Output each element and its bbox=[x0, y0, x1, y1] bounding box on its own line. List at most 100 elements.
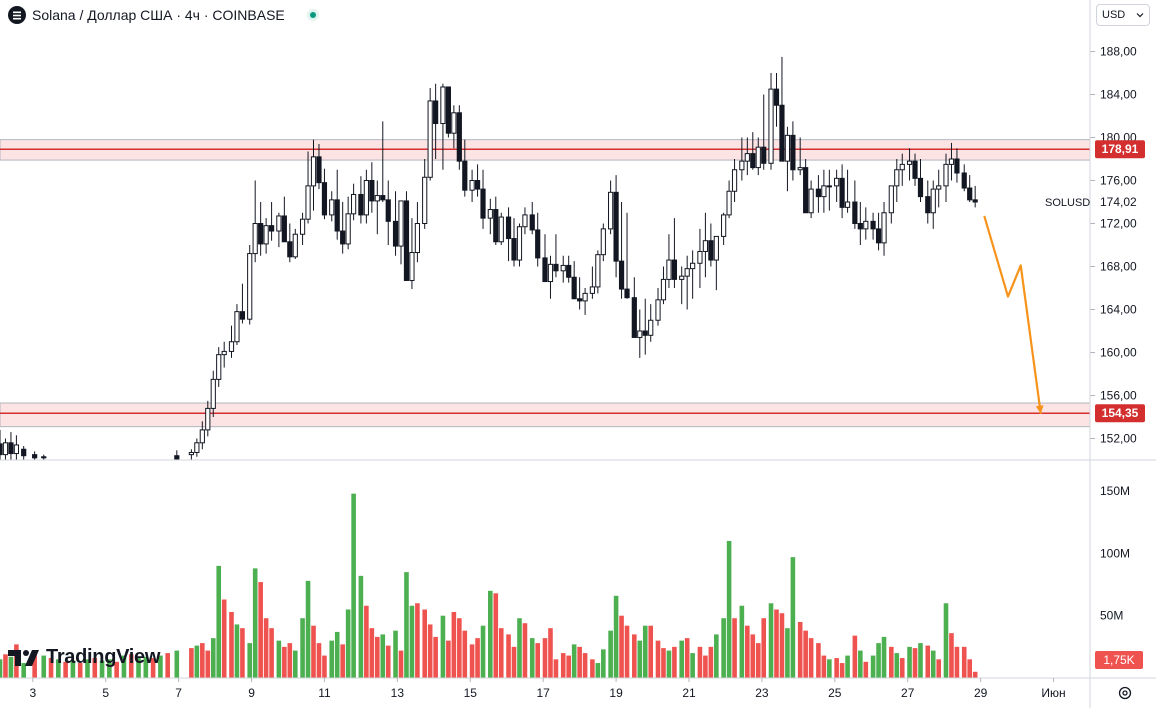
candle bbox=[299, 212, 306, 245]
candle-body bbox=[0, 443, 3, 456]
volume-tick-label: 150M bbox=[1100, 484, 1130, 498]
candle-body bbox=[258, 223, 264, 245]
candle bbox=[803, 159, 809, 214]
candle-body bbox=[863, 220, 869, 230]
candle bbox=[228, 325, 235, 358]
solana-logo-icon[interactable] bbox=[8, 6, 26, 24]
volume-bar bbox=[721, 618, 726, 678]
volume-bar bbox=[150, 658, 156, 678]
gear-icon[interactable] bbox=[1116, 684, 1134, 702]
candle-body bbox=[600, 228, 606, 256]
currency-selector[interactable]: USD bbox=[1096, 4, 1150, 26]
candle bbox=[276, 212, 282, 248]
volume-bar bbox=[535, 643, 541, 678]
candle bbox=[414, 202, 421, 263]
candle-body bbox=[234, 311, 240, 343]
volume-bar bbox=[761, 618, 767, 678]
time-tick-label: 29 bbox=[974, 686, 988, 700]
volume-bar bbox=[907, 646, 912, 678]
candle-body bbox=[21, 448, 27, 457]
volume-bar bbox=[852, 635, 858, 678]
volume-bar bbox=[311, 625, 316, 678]
volume-bar bbox=[451, 611, 457, 678]
candle-body bbox=[174, 455, 180, 460]
candle bbox=[613, 175, 619, 278]
volume-bar bbox=[972, 671, 978, 678]
volume-bar bbox=[200, 643, 205, 678]
volume-bar bbox=[577, 646, 582, 678]
candle bbox=[925, 180, 931, 224]
candle-body bbox=[839, 177, 845, 208]
candle-body bbox=[826, 185, 832, 188]
candle-body bbox=[566, 264, 572, 278]
candle bbox=[351, 183, 357, 221]
candle-body bbox=[954, 158, 960, 174]
candle-body bbox=[41, 456, 47, 459]
candle bbox=[708, 223, 714, 267]
candle bbox=[498, 212, 504, 245]
candle bbox=[666, 234, 672, 288]
symbol-title[interactable]: Solana / Доллар США · 4ч · COINBASE bbox=[32, 7, 285, 23]
candle bbox=[679, 266, 685, 305]
candle bbox=[750, 132, 756, 170]
candle-body bbox=[821, 185, 827, 198]
candle-body bbox=[784, 134, 791, 162]
volume-bar bbox=[708, 646, 714, 678]
chart-header: Solana / Доллар США · 4ч · COINBASE bbox=[0, 0, 319, 30]
volume-bar bbox=[194, 645, 200, 678]
volume-bar bbox=[409, 605, 415, 678]
candle bbox=[310, 139, 317, 211]
volume-bar bbox=[305, 580, 311, 678]
volume-bar bbox=[422, 609, 427, 678]
candle-body bbox=[474, 180, 481, 190]
candle bbox=[744, 137, 750, 176]
candle bbox=[221, 341, 227, 368]
volume-bar bbox=[703, 655, 708, 678]
volume-bar bbox=[619, 615, 624, 678]
volume-bar bbox=[99, 660, 105, 678]
candle bbox=[642, 298, 648, 355]
candle bbox=[292, 228, 298, 259]
candle bbox=[13, 435, 20, 460]
candle-body bbox=[205, 407, 211, 431]
candle bbox=[790, 121, 796, 181]
price-tick-label: 160,00 bbox=[1100, 346, 1137, 360]
candle bbox=[930, 180, 936, 229]
volume-bars bbox=[0, 493, 978, 678]
candle bbox=[174, 450, 180, 460]
volume-bar bbox=[881, 636, 887, 678]
symbol-label: SOLUSD bbox=[1045, 197, 1090, 209]
volume-bar bbox=[480, 625, 486, 678]
time-tick-label: 17 bbox=[536, 686, 550, 700]
volume-bar bbox=[380, 634, 386, 678]
candle-body bbox=[398, 200, 404, 247]
candle bbox=[205, 400, 211, 437]
market-status-icon[interactable] bbox=[306, 9, 319, 21]
candle-body bbox=[739, 160, 745, 171]
volume-bar bbox=[954, 646, 960, 678]
candle-body bbox=[228, 341, 235, 352]
candle-body bbox=[582, 292, 588, 302]
candle-body bbox=[487, 209, 493, 219]
volume-bar bbox=[440, 615, 446, 678]
candle-body bbox=[967, 187, 973, 201]
candle-body bbox=[797, 167, 803, 171]
candle-body bbox=[618, 260, 625, 290]
volume-bar bbox=[415, 603, 420, 678]
candle bbox=[972, 185, 978, 208]
candle bbox=[875, 212, 882, 251]
tradingview-logo[interactable]: TradingView bbox=[8, 646, 160, 669]
candle bbox=[690, 250, 696, 299]
candle bbox=[433, 83, 439, 159]
candle bbox=[440, 83, 446, 170]
candle bbox=[380, 121, 386, 202]
candle-body bbox=[852, 201, 858, 224]
volume-bar bbox=[351, 493, 356, 678]
currency-label: USD bbox=[1102, 9, 1126, 21]
volume-bar bbox=[258, 582, 263, 678]
volume-bar bbox=[560, 653, 566, 678]
candle bbox=[522, 207, 528, 235]
time-tick-label: 9 bbox=[248, 686, 255, 700]
candle-body bbox=[881, 212, 887, 244]
